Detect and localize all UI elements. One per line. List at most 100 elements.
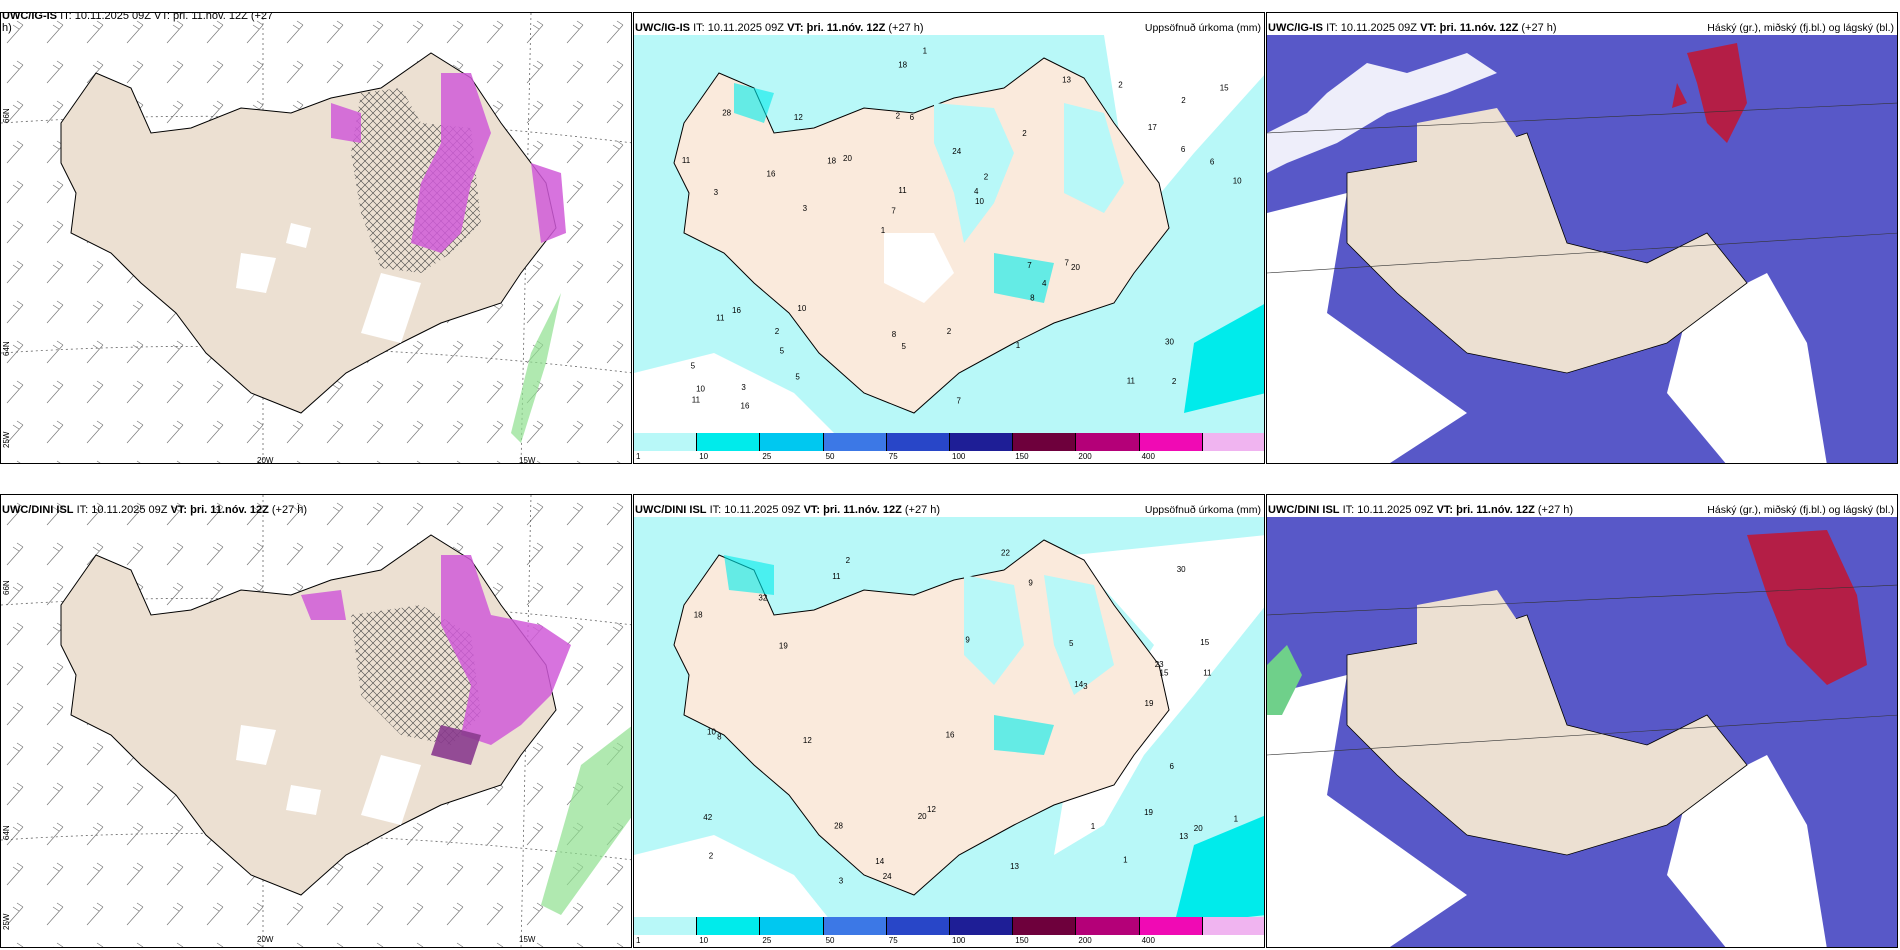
lat-label-66n-row1: 66N	[2, 108, 11, 123]
precip-map-row1[interactable]: UWC/IG-IS IT: 10.11.2025 09Z VT: þri. 11…	[633, 12, 1265, 464]
lon-label-20w-row1: 20W	[257, 456, 274, 464]
colorbar-swatch	[1202, 917, 1264, 935]
colorbar-swatch	[1013, 917, 1077, 935]
precip-value-label: 2	[1172, 377, 1177, 386]
precip-value-label: 16	[732, 306, 741, 315]
precip-value-label: 10	[1233, 176, 1242, 185]
precip-value-label: 11	[682, 156, 691, 165]
precip-map-row2[interactable]: UWC/DINI ISL IT: 10.11.2025 09Z VT: þri.…	[633, 494, 1265, 948]
precip-value-label: 2	[1022, 129, 1027, 138]
colorbar-swatch	[886, 917, 950, 935]
colorbar-label: 200	[1078, 452, 1092, 461]
cloud-map-row1[interactable]: UWC/IG-IS IT: 10.11.2025 09Z VT: þri. 11…	[1266, 12, 1898, 464]
precip-value-label: 18	[694, 611, 703, 620]
precip-value-label: 5	[902, 342, 907, 351]
precip-value-label: 13	[1010, 862, 1019, 871]
precip-value-label: 11	[832, 572, 841, 581]
precip-value-label: 10	[696, 385, 705, 394]
precip-value-label: 5	[691, 361, 696, 370]
colorbar-label: 10	[699, 452, 709, 461]
ptype-map-canvas-row2	[1, 495, 631, 947]
cloud-title-row2: UWC/DINI ISL IT: 10.11.2025 09Z VT: þri.…	[1268, 504, 1574, 516]
colorbar-label: 150	[1015, 936, 1029, 945]
precip-value-label: 9	[1028, 578, 1033, 587]
ptype-title-row1: UWC/IG-IS IT: 10.11.2025 09Z VT: þri. 11…	[2, 12, 274, 34]
precip-value-label: 15	[1160, 669, 1169, 678]
precip-value-label: 8	[1030, 293, 1035, 302]
precip-value-label: 20	[1071, 263, 1080, 272]
precip-value-label: 6	[1181, 145, 1186, 154]
colorbar-label: 25	[762, 452, 772, 461]
precip-value-label: 12	[927, 805, 936, 814]
precip-title-row1: UWC/IG-IS IT: 10.11.2025 09Z VT: þri. 11…	[635, 22, 924, 34]
colorbar-label: 200	[1078, 936, 1092, 945]
colorbar-swatch	[634, 433, 698, 451]
precip-value-label: 11	[692, 396, 701, 405]
ptype-map-row1[interactable]: UWC/IG-IS IT: 10.11.2025 09Z VT: þri. 11…	[0, 12, 632, 464]
precip-value-label: 3	[741, 383, 746, 392]
precip-value-label: 20	[843, 154, 852, 163]
precip-value-label: 6	[1170, 762, 1175, 771]
colorbar-swatch	[1202, 433, 1264, 451]
precip-value-label: 19	[779, 641, 788, 650]
precip-value-label: 32	[758, 594, 767, 603]
precip-value-label: 1	[881, 226, 886, 235]
precip-value-label: 6	[910, 113, 915, 122]
precip-value-label: 42	[703, 813, 712, 822]
colorbar-label: 75	[888, 452, 898, 461]
ptype-map-row2[interactable]: UWC/DINI ISL IT: 10.11.2025 09Z VT: þri.…	[0, 494, 632, 948]
precip-value-label: 7	[1065, 259, 1070, 268]
precip-value-label: 28	[722, 109, 731, 118]
colorbar-swatch	[950, 433, 1014, 451]
colorbar-swatch	[760, 917, 824, 935]
precip-value-label: 30	[1177, 565, 1186, 574]
precip-value-label: 12	[803, 736, 812, 745]
precip-colorbar-row1: 1 10 25 50 75 100 150 200 400	[634, 433, 1264, 463]
colorbar-swatch	[886, 433, 950, 451]
precip-value-label: 23	[1155, 660, 1164, 669]
precip-value-label: 14	[1074, 680, 1083, 689]
lon-label-15w-row2: 15W	[519, 935, 536, 944]
precip-value-label: 15	[1220, 84, 1229, 93]
precip-value-label: 19	[1145, 699, 1154, 708]
precip-value-label: 4	[1042, 279, 1047, 288]
colorbar-label: 100	[952, 452, 966, 461]
lat-label-64n-row2: 64N	[2, 825, 11, 840]
colorbar-label: 100	[952, 936, 966, 945]
lat-label-66n-row2: 66N	[2, 580, 11, 595]
colorbar-swatch	[634, 917, 698, 935]
precip-values-row2: 1915209222328301911181924423213111215108…	[694, 549, 1239, 886]
precip-values-row1: 2321232241620556220281810767811121310113…	[682, 47, 1242, 411]
precip-value-label: 2	[984, 173, 989, 182]
precip-value-label: 3	[714, 188, 719, 197]
precip-map-canvas-row2: 1915209222328301911181924423213111215108…	[634, 517, 1264, 927]
precip-value-label: 2	[947, 327, 952, 336]
precip-value-label: 16	[741, 402, 750, 411]
colorbar-label: 400	[1141, 936, 1155, 945]
cloud-map-canvas-row2	[1267, 517, 1897, 947]
colorbar-swatch	[950, 917, 1014, 935]
precip-value-label: 11	[1203, 668, 1212, 677]
precip-value-label: 2	[709, 852, 714, 861]
cloud-map-row2[interactable]: UWC/DINI ISL IT: 10.11.2025 09Z VT: þri.…	[1266, 494, 1898, 948]
cloud-title-row1: UWC/IG-IS IT: 10.11.2025 09Z VT: þri. 11…	[1268, 22, 1557, 34]
precip-value-label: 30	[1165, 338, 1174, 347]
precip-value-label: 2	[775, 327, 780, 336]
colorbar-swatch	[697, 917, 761, 935]
precip-value-label: 5	[780, 346, 785, 355]
colorbar-swatch	[1139, 917, 1203, 935]
precip-colorbar-row2: 1 10 25 50 75 100 150 200 400	[634, 917, 1264, 947]
precip-value-label: 5	[1069, 639, 1074, 648]
precip-value-label: 2	[896, 112, 901, 121]
precip-value-label: 9	[965, 636, 970, 645]
precip-title-row2: UWC/DINI ISL IT: 10.11.2025 09Z VT: þri.…	[635, 504, 941, 516]
precip-value-label: 17	[1148, 123, 1157, 132]
precip-value-label: 1	[923, 47, 928, 56]
ptype-title-row2: UWC/DINI ISL IT: 10.11.2025 09Z VT: þri.…	[2, 504, 308, 516]
precip-value-label: 16	[946, 731, 955, 740]
precip-value-label: 8	[892, 330, 897, 339]
precip-value-label: 1	[1091, 822, 1096, 831]
colorbar-swatch	[823, 917, 887, 935]
cloud-field-title-row1: Háský (gr.), miðský (fj.bl.) og lágský (…	[1707, 22, 1894, 34]
colorbar-swatch	[1013, 433, 1077, 451]
